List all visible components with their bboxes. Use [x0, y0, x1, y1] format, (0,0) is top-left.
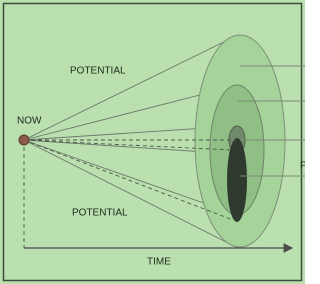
label-right: P	[300, 161, 305, 172]
label-potential-top: POTENTIAL	[70, 66, 126, 77]
label-now: NOW	[17, 116, 42, 127]
diagram: POTENTIAL NOW POTENTIAL TIME P	[0, 0, 305, 284]
label-time: TIME	[147, 257, 171, 268]
now-dot	[19, 135, 29, 145]
label-potential-bottom: POTENTIAL	[72, 208, 128, 219]
dark-ellipse	[227, 138, 247, 222]
